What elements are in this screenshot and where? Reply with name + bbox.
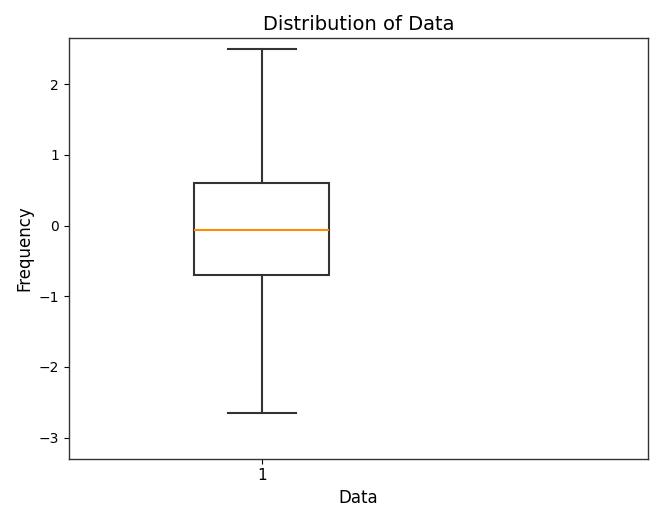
X-axis label: Data: Data: [339, 489, 378, 507]
Y-axis label: Frequency: Frequency: [15, 206, 33, 291]
PathPatch shape: [194, 183, 330, 275]
Title: Distribution of Data: Distribution of Data: [263, 15, 454, 34]
